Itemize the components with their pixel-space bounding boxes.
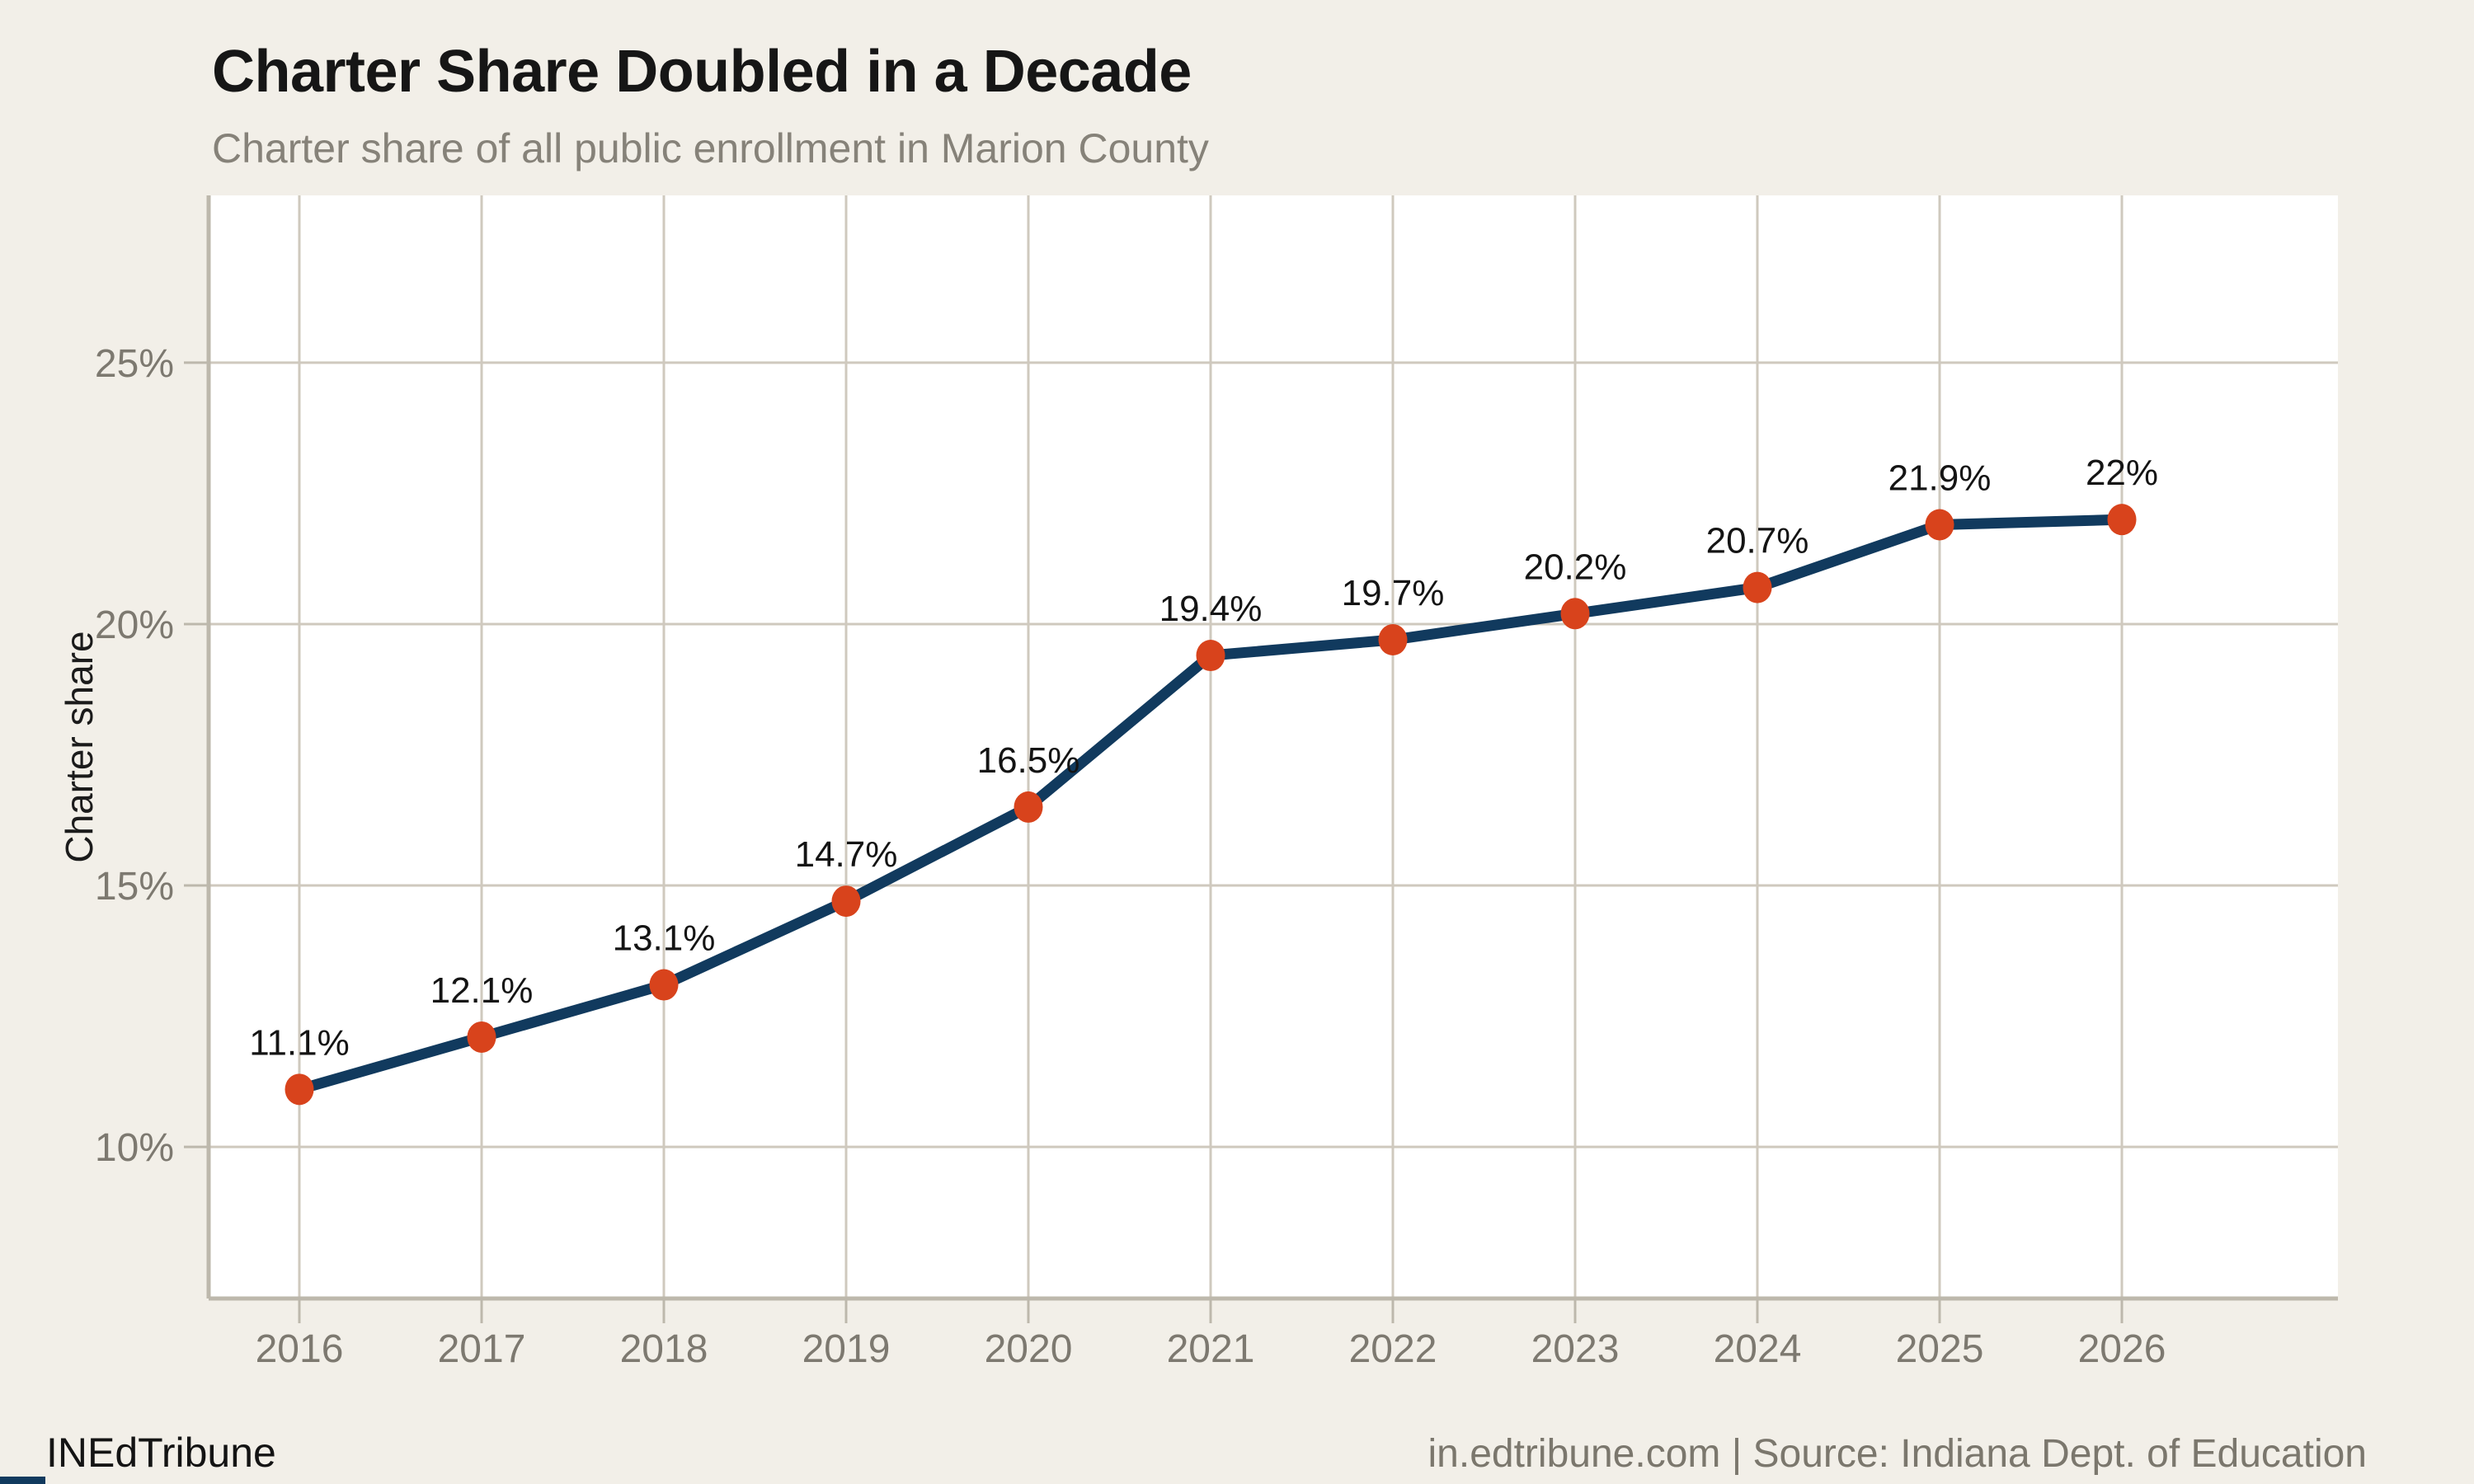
data-point-label: 12.1% — [430, 970, 534, 1011]
data-point-marker — [1560, 598, 1590, 630]
x-axis-tick-label: 2018 — [620, 1327, 708, 1371]
y-axis-tick-label: 20% — [95, 603, 174, 647]
x-axis-tick-label: 2019 — [802, 1327, 891, 1371]
data-point-label: 21.9% — [1888, 458, 1992, 498]
x-axis-tick-label: 2023 — [1531, 1327, 1620, 1371]
data-point-marker — [831, 885, 861, 918]
data-point-marker — [1743, 571, 1772, 603]
x-axis-tick-label: 2026 — [2078, 1327, 2166, 1371]
data-point-label: 11.1% — [249, 1022, 350, 1063]
data-point-label: 22% — [2086, 453, 2158, 493]
x-axis-tick-label: 2025 — [1896, 1327, 1984, 1371]
data-point-label: 19.4% — [1159, 589, 1263, 629]
data-point-marker — [1925, 509, 1954, 541]
data-point-marker — [1014, 791, 1043, 823]
data-point-label: 13.1% — [613, 918, 716, 959]
x-axis-tick-label: 2024 — [1714, 1327, 1802, 1371]
data-point-label: 20.7% — [1706, 521, 1809, 561]
data-point-marker — [285, 1073, 314, 1106]
brand-bar — [0, 1477, 45, 1484]
chart-title: Charter Share Doubled in a Decade — [212, 39, 1192, 105]
x-axis-tick-label: 2021 — [1167, 1327, 1255, 1371]
footer-brand: INEdTribune — [46, 1430, 276, 1476]
data-point-marker — [649, 969, 679, 1001]
y-axis-tick-label: 10% — [95, 1126, 174, 1170]
chart-subtitle: Charter share of all public enrollment i… — [212, 125, 1209, 171]
plot-area — [209, 195, 2338, 1298]
data-point-label: 16.5% — [977, 740, 1080, 781]
x-axis-tick-label: 2020 — [985, 1327, 1073, 1371]
y-axis-tick-label: 25% — [95, 342, 174, 386]
footer-attribution: in.edtribune.com | Source: Indiana Dept.… — [1427, 1432, 2368, 1476]
data-point-label: 19.7% — [1342, 573, 1445, 613]
data-point-label: 14.7% — [795, 834, 898, 875]
x-axis-tick-label: 2022 — [1349, 1327, 1437, 1371]
data-point-marker — [2107, 504, 2137, 536]
y-axis-tick-label: 15% — [95, 865, 174, 909]
data-point-label: 20.2% — [1524, 547, 1627, 587]
x-axis-tick-label: 2016 — [256, 1327, 344, 1371]
data-point-marker — [1378, 624, 1408, 656]
data-point-marker — [467, 1021, 496, 1053]
x-axis-tick-label: 2017 — [438, 1327, 526, 1371]
data-point-marker — [1196, 640, 1225, 672]
